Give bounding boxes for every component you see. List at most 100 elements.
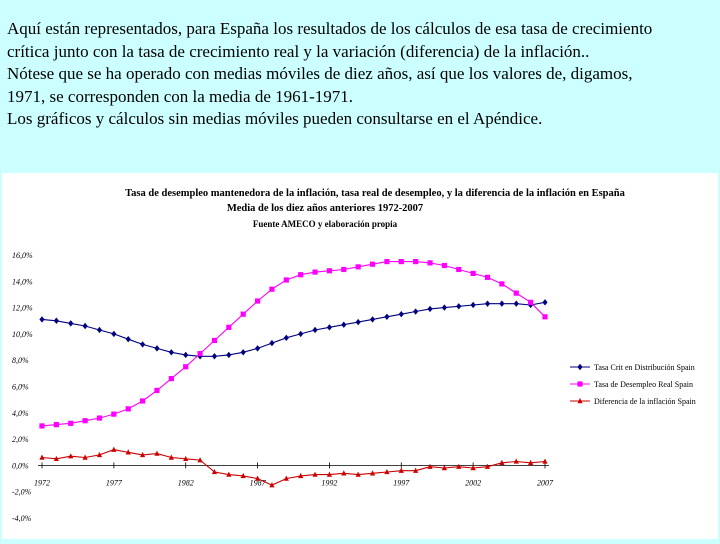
data-point xyxy=(369,261,376,267)
data-point xyxy=(413,258,419,265)
data-point xyxy=(326,268,333,274)
data-point xyxy=(528,459,534,465)
data-point xyxy=(384,468,390,475)
data-point xyxy=(168,376,174,382)
x-axis: 1972 1977 1982 1987 1992 1997 2002 2007 xyxy=(34,462,554,487)
data-point xyxy=(96,326,103,334)
data-point xyxy=(183,351,189,359)
legend-label: Tasa Crit en Distribución Spain xyxy=(594,363,695,372)
data-point xyxy=(168,349,174,356)
series-2 xyxy=(39,258,548,429)
y-tick-label: 2,0% xyxy=(12,435,29,444)
data-point xyxy=(68,420,74,426)
data-point xyxy=(484,463,491,469)
data-point xyxy=(254,345,261,352)
data-point xyxy=(140,398,146,404)
intro-line-5: Los gráficos y cálculos sin medias móvil… xyxy=(7,109,543,128)
data-point xyxy=(470,301,476,309)
data-point xyxy=(542,458,548,464)
data-point xyxy=(125,406,131,412)
intro-line-3: Nótese que se ha operado con medias móvi… xyxy=(7,64,633,83)
data-point xyxy=(82,454,88,460)
x-tick-label: 1987 xyxy=(250,478,267,487)
y-tick-label: 16,0% xyxy=(12,251,33,260)
data-point xyxy=(197,351,203,357)
chart-source: Fuente AMECO y elaboración propia xyxy=(253,219,398,229)
data-point xyxy=(140,451,146,458)
data-point xyxy=(269,339,275,347)
data-point xyxy=(456,266,462,273)
y-tick-label: 4,0% xyxy=(12,409,29,418)
y-tick-label: 12,0% xyxy=(12,304,33,313)
y-tick-label: -4,0% xyxy=(12,514,32,523)
y-axis: 16,0% 14,0% 12,0% 10,0% 8,0% 6,0% 4,0% 2,0% 0,0%… xyxy=(12,251,33,523)
series-1 xyxy=(39,299,548,360)
data-point xyxy=(226,324,232,330)
data-point xyxy=(183,455,189,462)
data-point xyxy=(312,471,318,477)
data-point xyxy=(197,457,203,463)
legend-label: Diferencia de la inflación Spain xyxy=(594,397,696,406)
data-point xyxy=(341,266,347,273)
legend-swatch-marker xyxy=(577,363,583,371)
series-line xyxy=(41,301,546,357)
legend-swatch-marker xyxy=(577,381,583,387)
data-point xyxy=(68,320,74,327)
legend-label: Tasa de Desempleo Real Spain xyxy=(594,380,693,389)
y-tick-label: 6,0% xyxy=(12,383,29,392)
x-tick-label: 2007 xyxy=(537,478,554,487)
data-point xyxy=(427,305,433,313)
series-layer xyxy=(39,258,548,488)
data-point xyxy=(53,422,59,428)
chart-subtitle: Media de los diez años anteriores 1972-2… xyxy=(227,203,423,214)
data-point xyxy=(254,475,261,481)
data-point xyxy=(96,415,103,421)
data-point xyxy=(427,260,433,266)
chart-panel: Tasa de desempleo mantenedora de la infl… xyxy=(2,173,718,539)
data-point xyxy=(154,345,160,352)
data-point xyxy=(154,450,160,456)
data-point xyxy=(211,337,218,344)
data-point xyxy=(154,387,160,394)
data-point xyxy=(111,411,117,417)
data-point xyxy=(82,322,88,330)
data-point xyxy=(283,475,289,481)
x-tick-label: 1997 xyxy=(393,478,410,487)
data-point xyxy=(111,330,117,338)
legend-swatch-marker xyxy=(577,398,583,404)
data-point xyxy=(513,300,519,307)
data-point xyxy=(470,270,476,277)
data-point xyxy=(283,334,289,342)
data-point xyxy=(513,290,519,296)
data-point xyxy=(528,299,534,305)
data-point xyxy=(441,262,447,269)
data-point xyxy=(82,418,88,424)
data-point xyxy=(96,451,103,458)
y-tick-label: 14,0% xyxy=(12,277,33,286)
data-point xyxy=(398,310,404,318)
data-point xyxy=(398,258,404,265)
intro-line-4: 1971, se corresponden con la media de 19… xyxy=(7,86,354,106)
data-point xyxy=(269,286,275,292)
data-point xyxy=(484,274,491,280)
data-point xyxy=(456,463,462,469)
data-point xyxy=(125,335,131,343)
data-point xyxy=(39,316,45,323)
data-point xyxy=(183,364,189,370)
data-point xyxy=(125,449,131,455)
data-point xyxy=(341,470,347,476)
intro-line-2: crítica junto con la tasa de crecimiento… xyxy=(7,41,590,61)
data-point xyxy=(111,446,117,452)
data-point xyxy=(240,472,246,479)
data-point xyxy=(326,471,333,477)
data-point xyxy=(441,304,447,311)
x-tick-label: 1982 xyxy=(178,478,194,487)
data-point xyxy=(140,341,146,348)
data-point xyxy=(298,330,304,338)
y-tick-label: 10,0% xyxy=(12,330,33,339)
data-point xyxy=(39,423,45,429)
data-point xyxy=(398,467,404,473)
x-tick-label: 1992 xyxy=(321,478,337,487)
data-point xyxy=(513,458,519,464)
data-point xyxy=(369,316,376,323)
